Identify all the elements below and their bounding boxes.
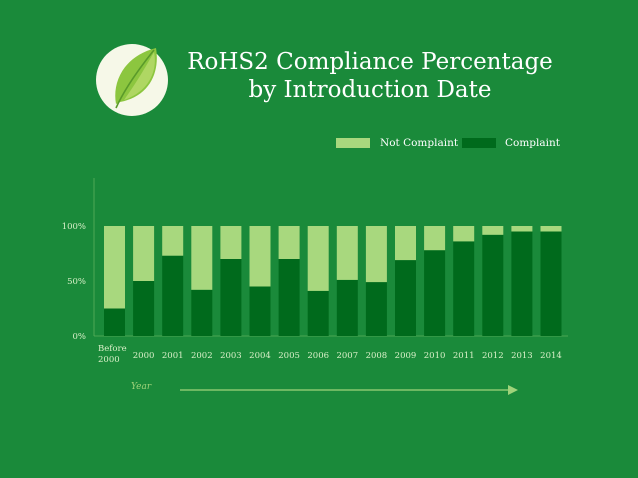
x-tick-label: 2009	[395, 351, 417, 361]
bar-not-compliant	[540, 226, 562, 232]
bar-not-compliant	[482, 226, 504, 235]
bar-not-compliant	[162, 226, 184, 256]
bar-compliant	[453, 241, 475, 336]
legend-label-compliant: Complaint	[505, 137, 560, 149]
x-tick-label: 2000	[133, 351, 155, 361]
x-tick-label: 2002	[191, 351, 213, 361]
bar-compliant	[540, 231, 562, 336]
bar-not-compliant	[104, 226, 125, 309]
bar-compliant	[482, 234, 504, 336]
x-tick-label: 2001	[162, 351, 184, 361]
x-tick-label: 2008	[366, 351, 388, 361]
legend-label-not-compliant: Not Complaint	[380, 137, 459, 149]
arrow-right-icon	[180, 385, 518, 395]
bar-compliant	[104, 308, 125, 336]
x-tick-label: 2010	[424, 351, 446, 361]
x-tick-label: 2007	[336, 351, 358, 361]
bar-compliant	[365, 282, 387, 336]
x-axis-note: Year	[131, 382, 152, 392]
bar-not-compliant	[336, 226, 358, 280]
x-tick-label: 2006	[307, 351, 329, 361]
x-tick-label: 2004	[249, 351, 271, 361]
y-tick-label: 100%	[62, 222, 86, 232]
bar-compliant	[162, 255, 184, 336]
bar-compliant	[191, 289, 213, 336]
bar-not-compliant	[511, 226, 533, 232]
bar-not-compliant	[453, 226, 475, 242]
bar-compliant	[395, 260, 416, 336]
bar-not-compliant	[365, 226, 387, 283]
bar-compliant	[133, 281, 155, 336]
legend-swatch-compliant	[462, 138, 496, 148]
bar-not-compliant	[133, 226, 155, 281]
bar-compliant	[249, 286, 271, 336]
bar-not-compliant	[307, 226, 329, 291]
x-tick-label: 2005	[278, 351, 300, 361]
chart-legend: Not Complaint Complaint	[0, 137, 638, 151]
x-tick-label: 2011	[453, 351, 475, 361]
x-tick-label: Before 2000	[98, 344, 127, 365]
bar-not-compliant	[278, 226, 300, 259]
x-tick-label: 2013	[511, 351, 533, 361]
bar-not-compliant	[424, 226, 446, 251]
bar-not-compliant	[395, 226, 416, 261]
x-tick-label: 2014	[540, 351, 562, 361]
bar-compliant	[220, 259, 242, 336]
bar-compliant	[278, 259, 300, 336]
y-tick-label: 50%	[67, 277, 86, 287]
bar-compliant	[336, 279, 358, 336]
chart-title-line1: RoHS2 Compliance Percentage	[187, 49, 553, 75]
bar-compliant	[424, 250, 446, 336]
bar-compliant	[307, 290, 329, 336]
bar-compliant	[511, 231, 533, 336]
bar-not-compliant	[249, 226, 271, 287]
bar-not-compliant	[191, 226, 213, 290]
y-tick-label: 0%	[73, 332, 87, 342]
leaf-icon	[96, 44, 168, 116]
legend-swatch-not-compliant	[336, 138, 370, 148]
bar-not-compliant	[220, 226, 242, 259]
chart-title-line2: by Introduction Date	[248, 77, 492, 103]
x-tick-label: 2003	[220, 351, 242, 361]
x-tick-label: 2012	[482, 351, 504, 361]
chart-title: RoHS2 Compliance Percentage by Introduct…	[180, 48, 560, 104]
